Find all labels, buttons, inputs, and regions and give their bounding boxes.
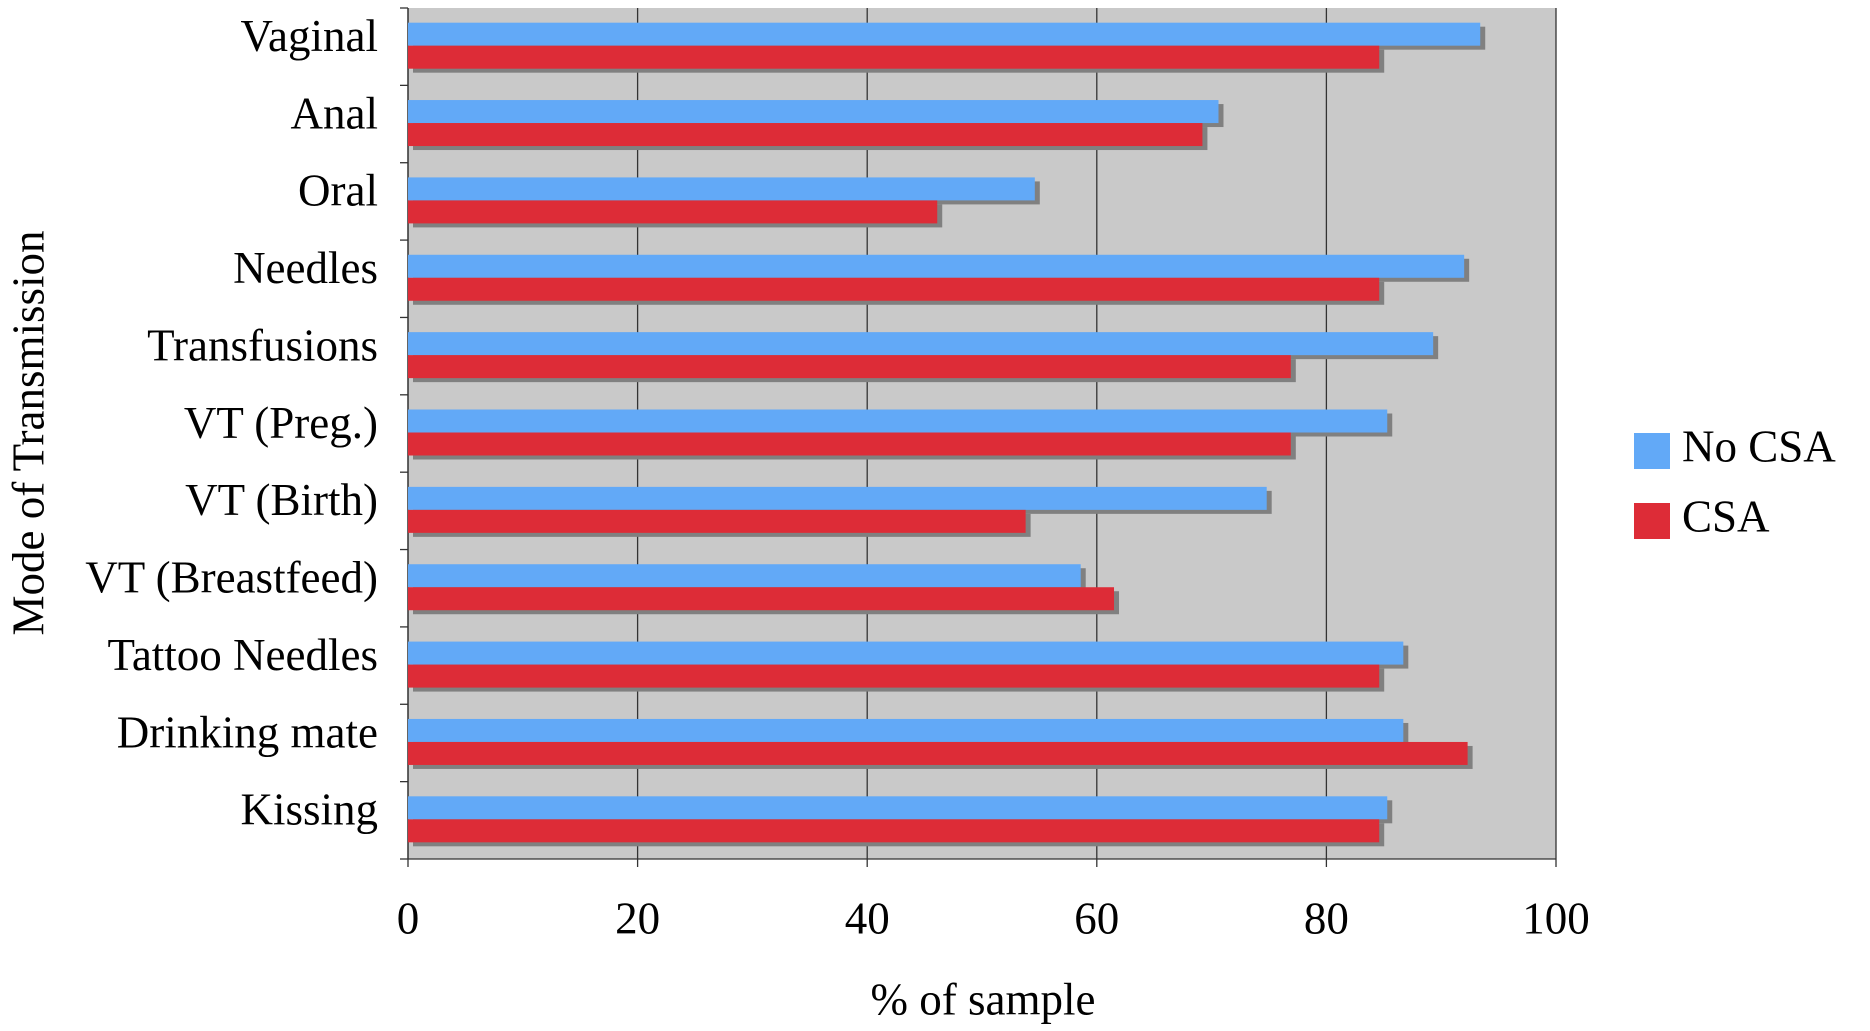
bar	[408, 509, 1026, 533]
y-tick-label: VT (Birth)	[185, 475, 378, 525]
bar	[408, 177, 1035, 201]
x-tick-label: 40	[845, 893, 890, 943]
legend-swatch	[1634, 503, 1670, 539]
x-tick-label: 20	[615, 893, 660, 943]
bar	[408, 277, 1380, 301]
bar	[408, 564, 1081, 588]
y-tick-label: Anal	[291, 88, 378, 138]
legend-label: No CSA	[1682, 421, 1836, 471]
y-tick-label: Tattoo Needles	[107, 630, 378, 680]
y-tick-label: Kissing	[240, 785, 378, 835]
y-tick-label: Oral	[298, 166, 378, 216]
x-axis-label: % of sample	[871, 974, 1096, 1024]
y-tick-label: Needles	[233, 243, 378, 293]
bar	[408, 355, 1291, 379]
bar	[408, 100, 1219, 124]
bar	[408, 22, 1481, 46]
y-tick-label: Vaginal	[241, 11, 378, 61]
bar	[408, 45, 1380, 69]
y-tick-label: Transfusions	[147, 320, 378, 370]
bar	[408, 741, 1468, 765]
bar	[408, 796, 1388, 820]
x-tick-label: 60	[1074, 893, 1119, 943]
y-axis-label: Mode of Transmission	[3, 230, 53, 635]
legend-swatch	[1634, 433, 1670, 469]
y-tick-label: Drinking mate	[117, 707, 378, 757]
bar	[408, 332, 1434, 356]
x-tick-label: 80	[1304, 893, 1349, 943]
bar	[408, 254, 1465, 278]
legend-label: CSA	[1682, 491, 1770, 541]
bar	[408, 641, 1404, 665]
bar	[408, 587, 1115, 611]
bar	[408, 432, 1291, 456]
bar	[408, 200, 938, 224]
bar	[408, 486, 1267, 510]
bar	[408, 718, 1404, 742]
bar	[408, 123, 1203, 147]
y-tick-label: VT (Preg.)	[184, 398, 378, 448]
x-tick-label: 0	[397, 893, 420, 943]
bar	[408, 409, 1388, 433]
x-tick-label: 100	[1522, 893, 1590, 943]
y-tick-label: VT (Breastfeed)	[85, 553, 378, 603]
bar	[408, 664, 1380, 688]
bar	[408, 819, 1380, 843]
